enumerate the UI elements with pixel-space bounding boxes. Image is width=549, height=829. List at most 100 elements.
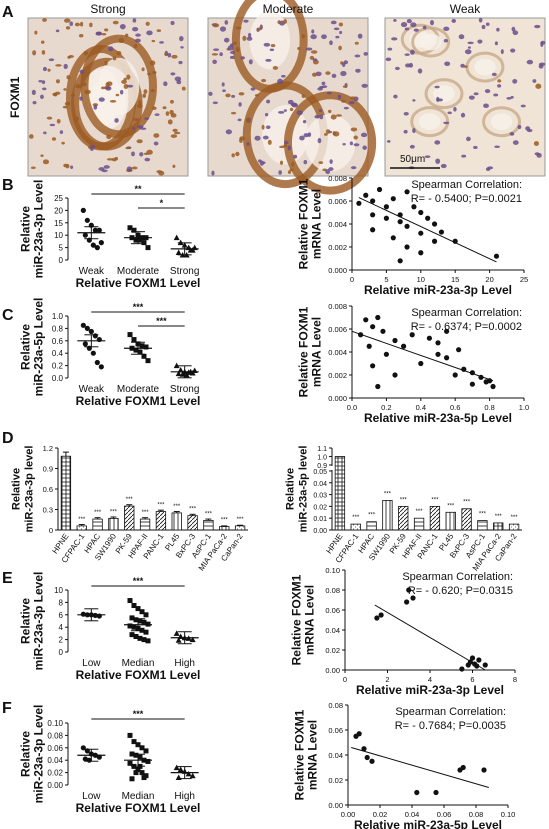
bar — [219, 526, 230, 531]
nucleus — [248, 32, 252, 38]
nucleus — [487, 166, 494, 170]
nucleus — [460, 63, 465, 68]
nucleus — [330, 114, 337, 120]
data-point — [469, 381, 475, 387]
nucleus — [162, 106, 167, 110]
spearman-values: R= - 0.6374; P=0.0002 — [411, 321, 522, 333]
nucleus — [289, 107, 294, 112]
nucleus — [353, 143, 360, 147]
y-tick-label: 0.10 — [47, 719, 63, 728]
nucleus — [400, 21, 408, 28]
data-point — [177, 766, 184, 772]
nucleus — [447, 111, 452, 115]
y-tick-label: 0.3 — [43, 506, 53, 515]
y-axis-title-line1: mRNA Level — [310, 317, 324, 387]
nucleus — [453, 106, 457, 112]
data-point — [135, 767, 141, 772]
nucleus — [173, 131, 181, 135]
data-point — [139, 343, 145, 349]
gland — [80, 34, 157, 139]
y-tick-label: 0 — [59, 256, 64, 265]
data-point — [459, 666, 465, 672]
spearman-title: Spearman Correlation: — [411, 307, 522, 319]
y-tick-label: 1.1 — [317, 446, 327, 453]
y-tick-label: 0.02 — [313, 504, 327, 511]
nucleus — [133, 43, 138, 48]
nucleus — [164, 52, 169, 56]
nucleus — [312, 58, 318, 62]
data-point — [133, 617, 139, 623]
nucleus — [153, 133, 160, 138]
nucleus — [126, 166, 133, 172]
nucleus — [509, 132, 515, 136]
y-tick-label: 0.004 — [328, 220, 347, 229]
nucleus — [230, 51, 235, 54]
nucleus — [149, 60, 156, 66]
significance-label: *** — [479, 512, 487, 518]
y-tick-label: 25 — [54, 194, 63, 203]
nucleus — [277, 78, 284, 85]
nucleus — [144, 117, 150, 120]
nucleus — [159, 41, 164, 44]
nucleus — [135, 33, 141, 37]
data-point — [127, 623, 133, 629]
data-point — [397, 219, 403, 225]
y-tick-label: 0.06 — [325, 606, 340, 615]
data-point — [370, 324, 376, 330]
nucleus — [106, 81, 113, 87]
data-point — [370, 363, 376, 369]
data-point — [452, 372, 458, 378]
significance-label: *** — [221, 518, 229, 524]
data-point — [145, 758, 151, 764]
nucleus — [342, 62, 346, 68]
nucleus — [49, 123, 56, 127]
data-point — [131, 337, 137, 343]
data-point — [173, 630, 180, 636]
nucleus — [54, 91, 61, 95]
nucleus — [211, 53, 219, 56]
significance-label: *** — [511, 515, 519, 521]
nucleus — [98, 97, 105, 102]
data-point — [82, 232, 88, 238]
data-point — [435, 340, 441, 346]
nucleus — [170, 20, 175, 26]
nucleus — [42, 159, 50, 165]
nucleus — [350, 166, 357, 170]
nucleus — [121, 79, 127, 85]
nucleus — [483, 103, 489, 109]
data-point — [133, 752, 139, 758]
nucleus — [520, 104, 526, 108]
x-axis-title: Relative FOXM1 Level — [76, 394, 201, 408]
nucleus — [115, 93, 120, 97]
nucleus — [473, 145, 478, 150]
nucleus — [240, 56, 245, 60]
nucleus — [526, 59, 534, 65]
x-tick-label: 0.10 — [501, 810, 516, 819]
nucleus — [496, 27, 500, 32]
x-axis-title: Relative miR-23a-5p Level — [364, 411, 512, 425]
nucleus — [478, 17, 483, 23]
bar — [155, 511, 167, 531]
nucleus — [461, 154, 467, 158]
nucleus — [95, 31, 102, 35]
nucleus — [248, 59, 253, 65]
nucleus — [180, 46, 184, 49]
nucleus — [74, 22, 81, 27]
nucleus — [318, 161, 324, 164]
nucleus — [340, 71, 347, 77]
column-header-moderate: Moderate — [262, 2, 314, 16]
data-point — [80, 322, 86, 328]
data-point — [404, 599, 410, 605]
significance-label: *** — [126, 497, 134, 503]
data-point — [143, 629, 149, 635]
nucleus — [225, 93, 231, 98]
nucleus — [533, 141, 539, 146]
x-tick-label: 0.0 — [347, 403, 357, 412]
gland-lumen — [418, 113, 441, 131]
data-point — [141, 240, 147, 246]
data-point — [98, 240, 104, 246]
x-tick-label: Low — [82, 658, 101, 669]
nucleus — [289, 168, 294, 172]
nucleus — [339, 30, 343, 35]
y-tick-label: 6 — [59, 611, 64, 620]
